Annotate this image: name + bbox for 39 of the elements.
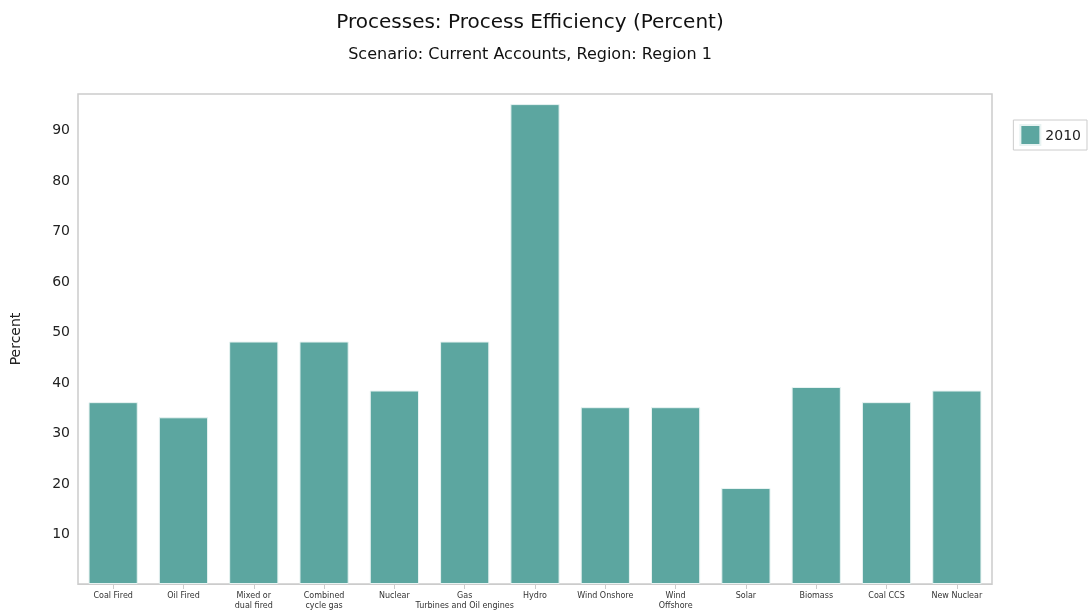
- bar: [932, 390, 982, 584]
- x-tick-label: Coal Fired: [93, 590, 133, 600]
- bar: [580, 407, 630, 584]
- y-tick-label: 30: [52, 424, 70, 441]
- chart-title: Processes: Process Efficiency (Percent): [336, 9, 724, 33]
- x-tick-label: Wind Onshore: [577, 590, 634, 600]
- bar: [369, 390, 419, 584]
- y-tick-label: 60: [52, 272, 70, 289]
- x-tick-label: Gas Turbines and Oil engines: [414, 590, 514, 610]
- y-axis-title: Percent: [7, 312, 23, 366]
- x-tick-label: Combined cycle gas: [303, 590, 345, 610]
- x-tick-label: Mixed or dual fired: [234, 590, 273, 610]
- chart-subtitle: Scenario: Current Accounts, Region: Region 1: [348, 43, 712, 63]
- y-tick-label: 10: [52, 525, 70, 542]
- y-tick-label: 50: [52, 323, 70, 340]
- y-tick-label: 70: [52, 222, 70, 239]
- bar: [229, 341, 279, 584]
- x-tick-label: Hydro: [523, 590, 548, 600]
- bar: [791, 386, 841, 584]
- y-tick-label: 40: [52, 373, 70, 390]
- x-tick-label: Biomass: [799, 590, 834, 600]
- bar: [299, 341, 349, 584]
- y-tick-label: 20: [52, 474, 70, 491]
- bar: [88, 402, 138, 584]
- x-tick-label: Oil Fired: [167, 590, 200, 600]
- x-tick-label: Wind Offshore: [658, 590, 693, 610]
- x-tick-label: New Nuclear: [931, 590, 983, 600]
- bar: [721, 488, 771, 584]
- x-tick-label: Solar: [735, 590, 757, 600]
- bar: [861, 402, 912, 584]
- bar: [158, 417, 209, 584]
- bar: [440, 341, 490, 584]
- bar: [651, 407, 701, 584]
- x-tick-label: Nuclear: [378, 590, 411, 600]
- legend-label: 2010: [1045, 127, 1082, 143]
- y-tick-label: 80: [52, 171, 70, 188]
- x-tick-label: Coal CCS: [868, 590, 905, 600]
- bar: [510, 104, 560, 584]
- y-tick-label: 90: [52, 121, 70, 138]
